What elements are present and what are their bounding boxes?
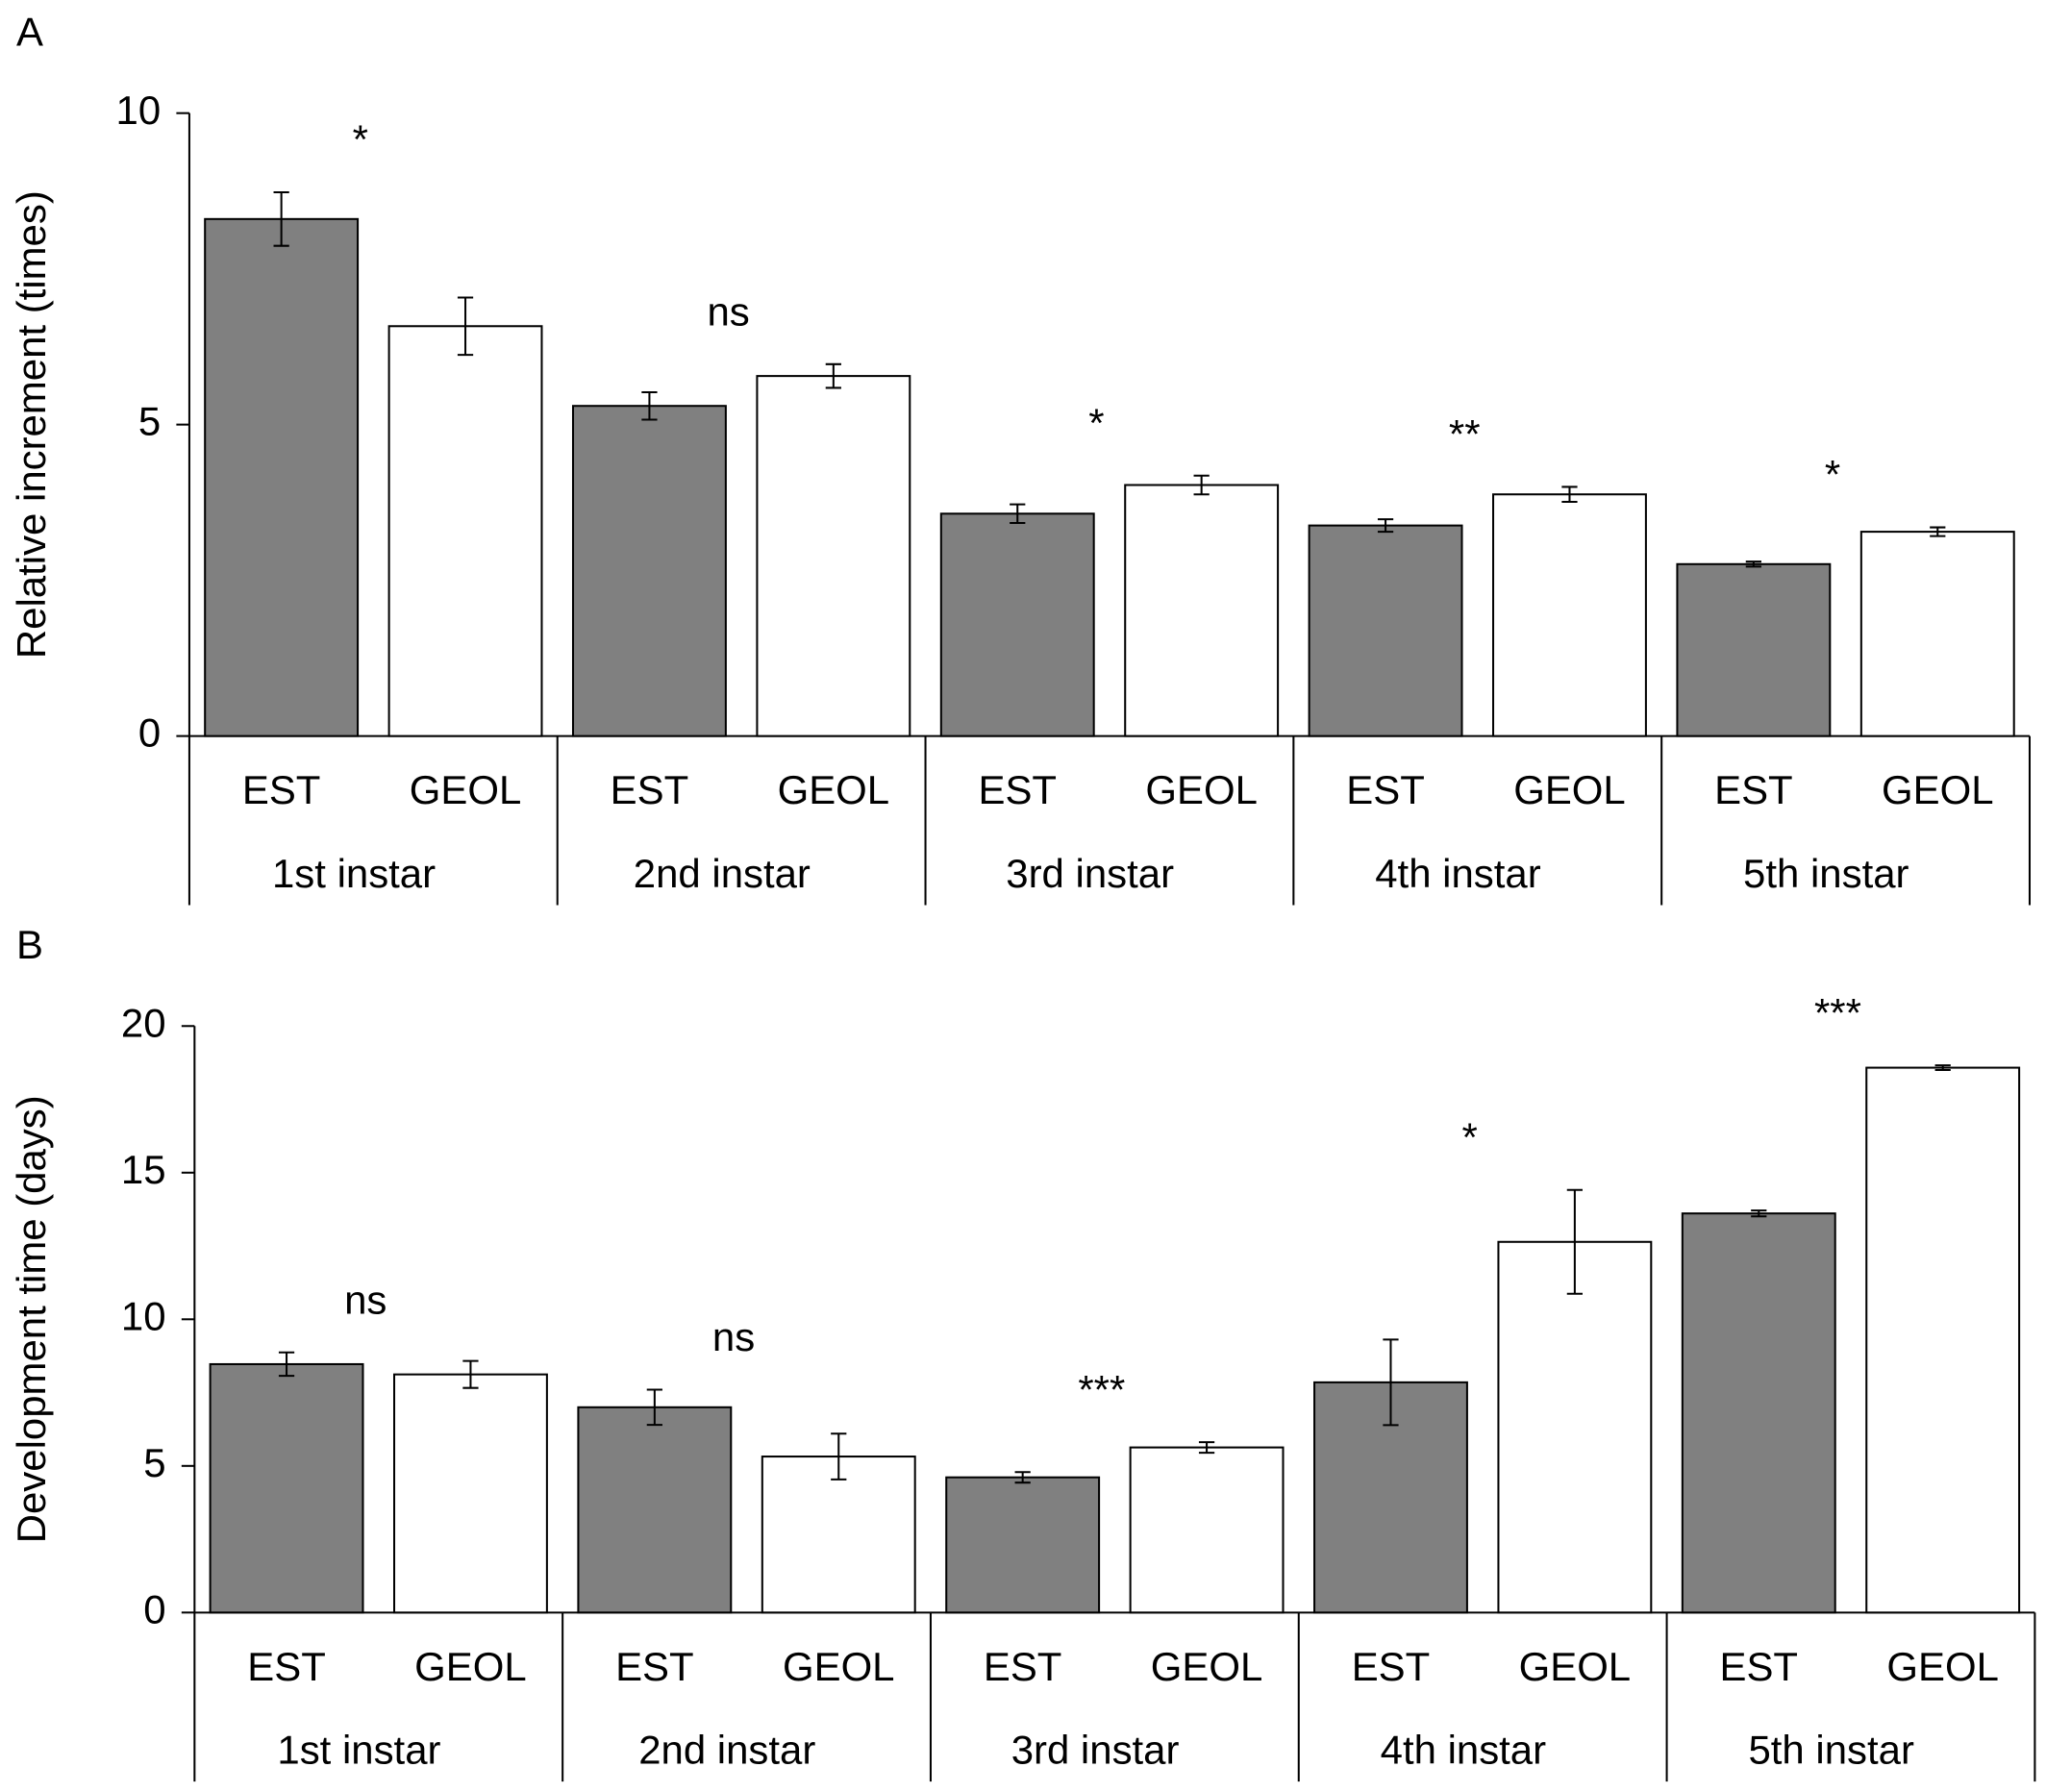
group-label: 3rd instar <box>1006 851 1174 896</box>
x-tick-label: GEOL <box>1882 767 1994 812</box>
significance: *** <box>1814 990 1861 1035</box>
group-label: 2nd instar <box>634 851 811 896</box>
bar <box>571 405 727 737</box>
bar <box>1129 1446 1285 1614</box>
group-label: 4th instar <box>1375 851 1540 896</box>
bar <box>204 217 360 737</box>
bar <box>209 1362 364 1614</box>
panel-label: B <box>16 922 43 967</box>
x-tick-label: GEOL <box>1145 767 1258 812</box>
x-tick-label: EST <box>1720 1644 1799 1689</box>
y-tick-label: 0 <box>138 710 161 756</box>
significance: * <box>1088 400 1104 445</box>
group-label: 4th instar <box>1381 1727 1546 1772</box>
group-label: 1st instar <box>277 1727 440 1772</box>
x-tick-label: EST <box>247 1644 326 1689</box>
y-tick-label: 5 <box>138 399 161 444</box>
y-tick-label: 15 <box>121 1147 166 1192</box>
x-tick-label: GEOL <box>410 767 521 812</box>
bar <box>939 512 1095 737</box>
significance: ns <box>712 1314 755 1359</box>
group-label: 5th instar <box>1743 851 1909 896</box>
group-label: 5th instar <box>1748 1727 1913 1772</box>
x-tick-label: GEOL <box>783 1644 895 1689</box>
significance: ns <box>707 288 749 334</box>
x-tick-label: GEOL <box>1886 1644 1999 1689</box>
significance: ns <box>344 1277 387 1322</box>
x-tick-label: EST <box>242 767 321 812</box>
x-tick-label: EST <box>984 1644 1062 1689</box>
y-tick-label: 10 <box>121 1293 166 1338</box>
y-tick-label: 20 <box>121 1000 166 1045</box>
y-axis-label: Relative increment (times) <box>9 190 54 659</box>
x-tick-label: GEOL <box>1519 1644 1632 1689</box>
bar <box>1681 1212 1836 1614</box>
bar <box>1859 531 2015 737</box>
significance: *** <box>1078 1367 1125 1412</box>
y-tick-label: 5 <box>143 1440 165 1485</box>
bar <box>392 1373 548 1614</box>
y-tick-label: 0 <box>143 1586 165 1631</box>
x-tick-label: GEOL <box>1513 767 1626 812</box>
group-label: 2nd instar <box>638 1727 815 1772</box>
x-tick-label: GEOL <box>414 1644 527 1689</box>
significance: * <box>1461 1114 1477 1159</box>
x-tick-label: EST <box>1346 767 1425 812</box>
y-axis-label: Development time (days) <box>9 1095 54 1543</box>
bar <box>577 1406 733 1614</box>
bar <box>1865 1066 2021 1614</box>
significance: ** <box>1449 411 1481 457</box>
bar <box>945 1476 1101 1614</box>
x-tick-label: EST <box>1714 767 1793 812</box>
x-tick-label: EST <box>611 767 689 812</box>
group-label: 3rd instar <box>1011 1727 1180 1772</box>
panel-label: A <box>16 10 43 55</box>
y-tick-label: 10 <box>116 87 162 133</box>
significance: * <box>1825 452 1840 497</box>
bar <box>761 1456 916 1614</box>
bar <box>1124 484 1280 737</box>
x-tick-label: EST <box>978 767 1057 812</box>
bar <box>1497 1240 1653 1614</box>
significance: * <box>353 117 368 162</box>
x-tick-label: EST <box>615 1644 694 1689</box>
x-tick-label: GEOL <box>778 767 890 812</box>
x-tick-label: GEOL <box>1151 1644 1263 1689</box>
bar <box>1308 524 1463 737</box>
bar <box>387 325 543 737</box>
bar <box>1492 493 1647 737</box>
bar <box>756 375 911 737</box>
group-label: 1st instar <box>272 851 436 896</box>
x-tick-label: EST <box>1352 1644 1431 1689</box>
bar <box>1676 562 1832 737</box>
